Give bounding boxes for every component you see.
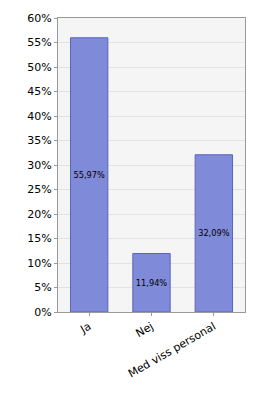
svg-text:Nej: Nej	[134, 320, 156, 340]
svg-text:0%: 0%	[34, 306, 51, 319]
svg-text:40%: 40%	[27, 110, 51, 123]
svg-text:35%: 35%	[27, 134, 51, 147]
svg-text:45%: 45%	[27, 85, 51, 98]
svg-text:10%: 10%	[27, 257, 51, 270]
svg-text:32,09%: 32,09%	[198, 228, 230, 238]
svg-text:Med viss personal: Med viss personal	[126, 320, 218, 381]
svg-text:30%: 30%	[27, 159, 51, 172]
svg-text:50%: 50%	[27, 61, 51, 74]
svg-text:55,97%: 55,97%	[73, 170, 105, 180]
svg-text:Ja: Ja	[77, 320, 93, 337]
svg-text:15%: 15%	[27, 232, 51, 245]
svg-text:55%: 55%	[27, 36, 51, 49]
svg-text:60%: 60%	[27, 12, 51, 25]
svg-text:20%: 20%	[27, 208, 51, 221]
svg-text:11,94%: 11,94%	[136, 278, 168, 288]
svg-text:25%: 25%	[27, 183, 51, 196]
svg-text:5%: 5%	[34, 281, 51, 294]
